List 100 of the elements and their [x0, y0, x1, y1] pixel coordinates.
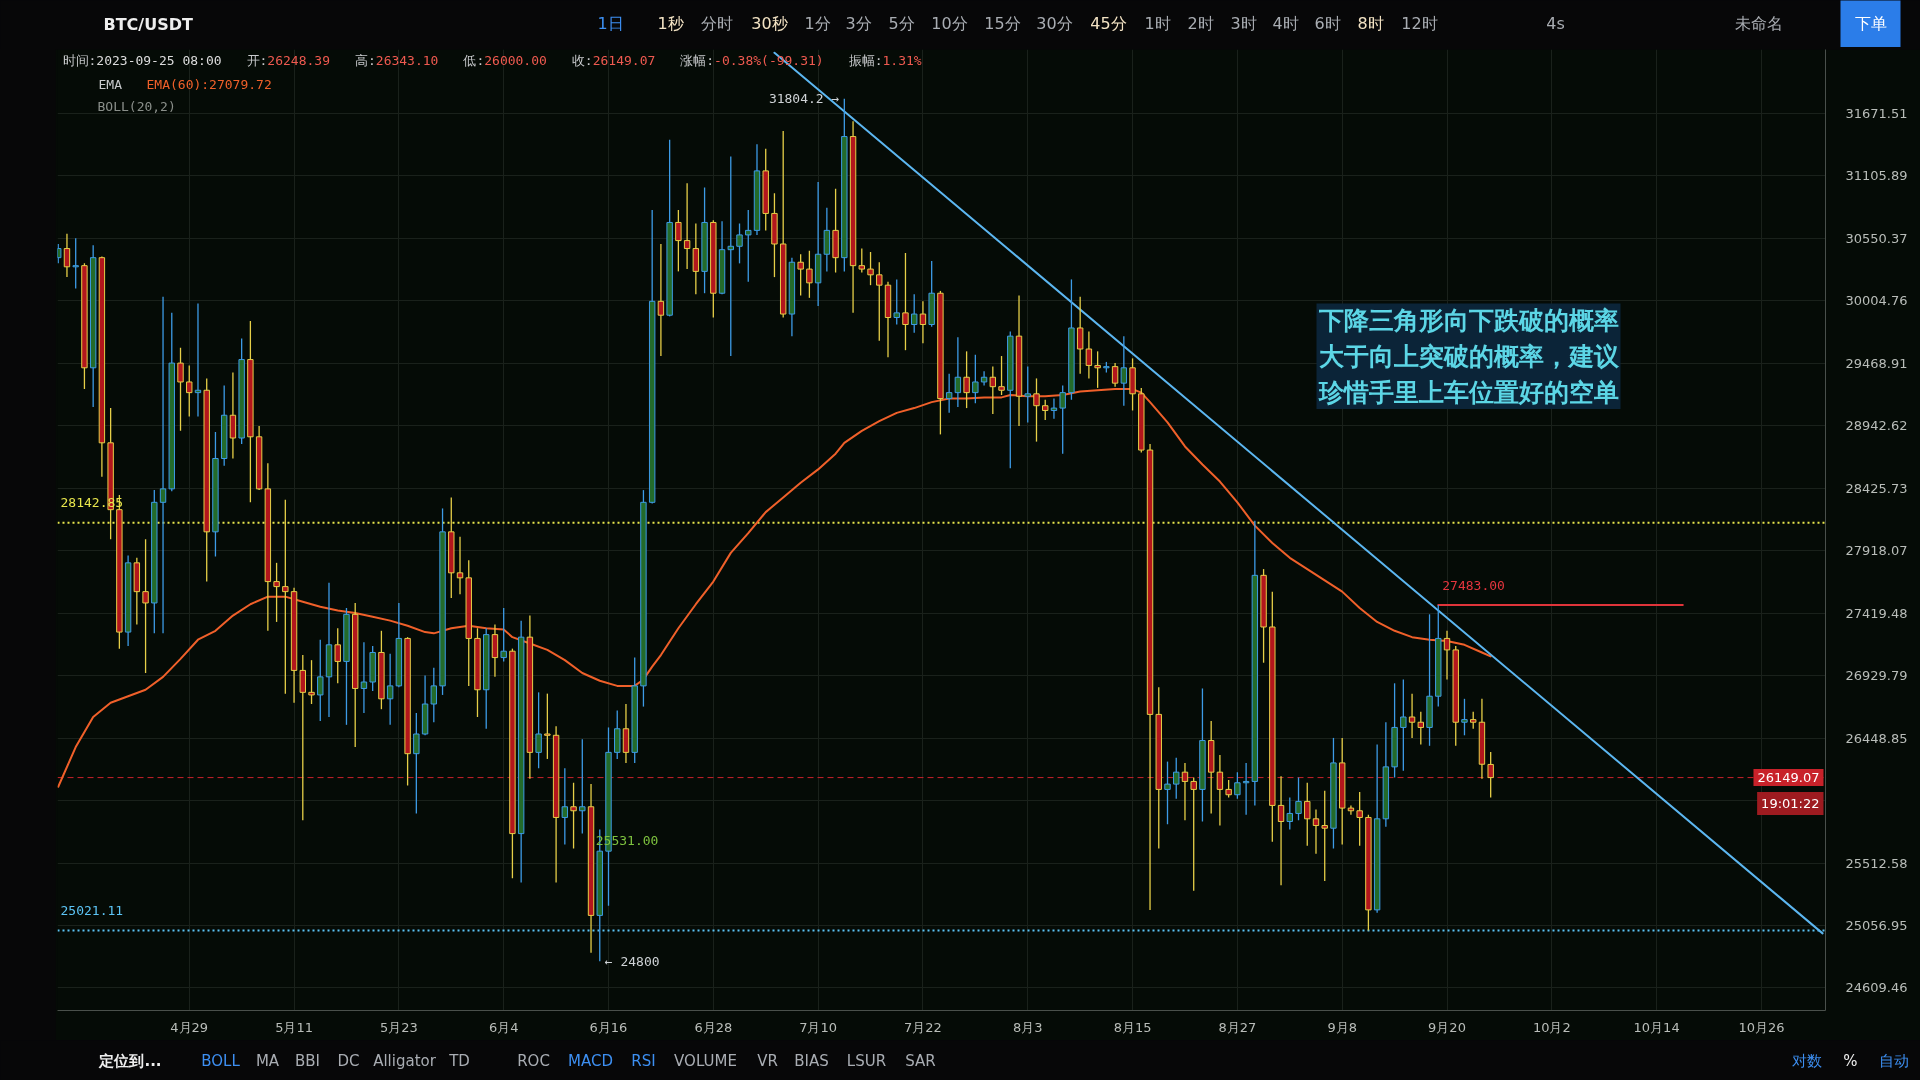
candlestick [1321, 790, 1328, 882]
candlestick [893, 278, 900, 326]
candlestick [727, 155, 734, 357]
candlestick [902, 252, 909, 351]
text: 10分 [931, 14, 968, 33]
x-tick-label: 6月16 [589, 1019, 628, 1035]
text: % [1843, 1051, 1858, 1070]
annotation: 2023-09-25 08:00 [96, 53, 222, 68]
text: MA [255, 1051, 280, 1070]
y-tick-label: 28425.73 [1845, 480, 1908, 496]
ref-line-label: 26149.07 [1757, 770, 1820, 786]
annotation: 31804.2 → [768, 91, 840, 107]
text: 4时 [1272, 14, 1299, 33]
candlestick [1050, 397, 1058, 420]
candlestick [1277, 775, 1285, 886]
annotation: 涨幅: [680, 53, 715, 68]
candlestick [1076, 296, 1084, 375]
candlestick [1304, 782, 1311, 847]
text: 45分 [1090, 14, 1127, 33]
annotation: EMA(60):27079.72 [146, 77, 272, 92]
candlestick [858, 247, 866, 274]
candlestick [535, 691, 542, 769]
text: 未命名 [1734, 14, 1783, 33]
y-tick-label: 27419.48 [1845, 605, 1908, 621]
x-tick-label: 6月4 [488, 1019, 519, 1035]
candlestick [998, 355, 1005, 396]
text: 3时 [1230, 14, 1257, 33]
candlestick [1347, 804, 1355, 816]
candlestick [1312, 808, 1320, 855]
candlestick [1024, 365, 1031, 424]
annotation: 振幅: [848, 53, 883, 68]
text: 对数 [1791, 1051, 1822, 1070]
y-tick-label: 30550.37 [1845, 230, 1908, 246]
y-tick-label: 27918.07 [1845, 543, 1908, 559]
text: MACD [568, 1051, 613, 1070]
annotation: 高: [354, 53, 376, 68]
text: 4s [1546, 14, 1565, 33]
candlestick [1190, 776, 1197, 892]
y-tick-label: 31105.89 [1845, 168, 1908, 184]
text: 30分 [1036, 14, 1073, 33]
candlestick [299, 654, 306, 821]
ref-line-label: 25021.11 [60, 902, 124, 918]
candlestick [919, 300, 927, 344]
annotation: 26248.39 [267, 53, 330, 68]
candlestick [1356, 791, 1363, 847]
candlestick [797, 253, 804, 297]
candlestick [614, 709, 621, 760]
x-tick-label: 8月27 [1218, 1019, 1257, 1035]
text: BBI [295, 1051, 321, 1070]
text: 1日 [597, 14, 624, 33]
text: 30秒 [751, 14, 788, 33]
annotation: ← 24800 [604, 953, 660, 969]
candlestick [1487, 751, 1494, 799]
text: 1分 [804, 14, 831, 33]
candlestick [456, 536, 464, 595]
candlestick [430, 667, 438, 723]
candlestick [177, 347, 184, 432]
text: 定位到... [98, 1051, 162, 1070]
annotation: 开: [246, 53, 268, 68]
candlestick [57, 243, 62, 265]
candlestick [657, 243, 665, 357]
candlestick [1094, 350, 1101, 389]
y-tick-label: 29468.91 [1845, 355, 1908, 371]
candlestick [745, 209, 752, 283]
candlestick [954, 336, 962, 408]
text: SAR [905, 1051, 936, 1070]
x-tick-label: 7月10 [799, 1019, 838, 1035]
text: BOLL [201, 1051, 241, 1070]
candlestick [1461, 698, 1468, 736]
text: 3分 [845, 14, 872, 33]
candlestick [622, 703, 630, 764]
candlestick [386, 653, 394, 726]
candlestick [308, 659, 315, 705]
candlestick [413, 712, 420, 815]
annotation: 时间: [62, 53, 97, 68]
text: 1时 [1144, 14, 1171, 33]
candlestick [1085, 330, 1093, 380]
candlestick [1286, 796, 1293, 831]
candlestick [72, 237, 79, 290]
y-tick-label: 28942.62 [1845, 418, 1908, 434]
x-tick-label: 9月20 [1428, 1019, 1466, 1035]
annotation: 27483.00 [1442, 577, 1505, 593]
y-tick-label: 26448.85 [1845, 730, 1908, 746]
x-tick-label: 4月29 [170, 1019, 209, 1035]
text: 下单 [1854, 14, 1887, 33]
candlestick [317, 639, 324, 722]
x-tick-label: 6月28 [694, 1019, 733, 1035]
annotation: EMA [98, 77, 123, 92]
candlestick [491, 623, 499, 678]
candlestick [1111, 362, 1119, 388]
candlestick [945, 373, 953, 414]
annotation: BOLL(20,2) [97, 99, 176, 114]
candlestick [1033, 377, 1040, 443]
y-tick-label: 25512.58 [1845, 855, 1908, 871]
candlestick [1216, 754, 1224, 827]
annotation: 26000.00 [484, 53, 547, 68]
candlestick [63, 233, 71, 278]
candlestick [989, 365, 997, 415]
text: VOLUME [674, 1051, 737, 1070]
text: 分时 [700, 14, 733, 33]
